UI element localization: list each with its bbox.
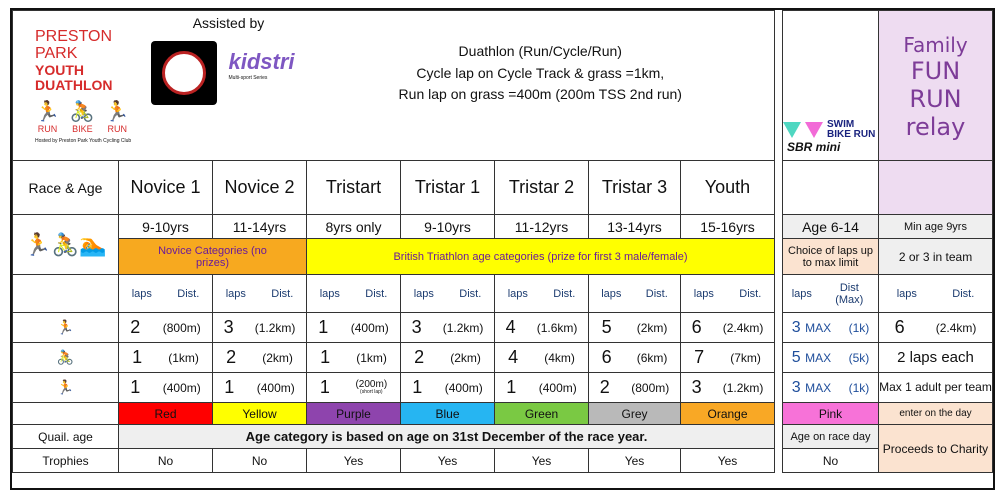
race-name: Tristar 2	[494, 160, 589, 215]
age-range: 13-14yrs	[588, 214, 681, 239]
color-grey: Grey	[588, 402, 681, 425]
family-team: 2 or 3 in team	[878, 238, 993, 275]
quail-label: Quail. age	[12, 424, 119, 449]
runner-icon: 🏃	[35, 101, 60, 124]
race-age-label: Race & Age	[12, 160, 119, 215]
color-red: Red	[118, 402, 213, 425]
preston-logo-cell: PRESTON PARK YOUTH DUATHLON 🏃 RUN 🚴 BIKE 🏃…	[12, 10, 307, 161]
run1-row: 🏃 2 (800m) 3 (1.2km) 1 (400m) 3 (1.2km) 4 (1.…	[12, 312, 993, 343]
brighton-logo	[150, 41, 217, 105]
novice-categories: Novice Categories (no prizes)	[118, 238, 307, 275]
race-name: Tristart	[306, 160, 401, 215]
age-range: 9-10yrs	[400, 214, 495, 239]
sbr-choice: Choice of laps up to max limit	[782, 238, 879, 275]
document-frame	[10, 8, 995, 490]
race-description: Duathlon (Run/Cycle/Run) Cycle lap on Cy…	[306, 10, 775, 161]
cycle-row: 🚴 1 (1km) 2 (2km) 1 (1km) 2 (2km) 4 (4km) 6 (6…	[12, 342, 993, 373]
sbr-mini-label: SBR mini	[787, 140, 841, 154]
sbr-age: Age 6-14	[782, 214, 879, 239]
color-green: Green	[494, 402, 589, 425]
race-name: Tristar 1	[400, 160, 495, 215]
age-range: 15-16yrs	[680, 214, 775, 239]
color-purple: Purple	[306, 402, 401, 425]
runner-icon: 🏃	[12, 372, 119, 403]
color-pink: Pink	[782, 402, 879, 425]
family-age: Min age 9yrs	[878, 214, 993, 239]
sport-icons: 🏃 RUN 🚴 BIKE 🏃 RUN	[35, 101, 130, 135]
race-name: Novice 1	[118, 160, 213, 215]
club-note: Hosted by Preston Park Youth Cycling Clu…	[35, 138, 132, 145]
runner-icon: 🏃	[12, 312, 119, 343]
age-range: 11-12yrs	[494, 214, 589, 239]
color-blue: Blue	[400, 402, 495, 425]
quail-text: Age category is based on age on 31st Dec…	[118, 424, 775, 449]
sbr-logo-cell: SWIM BIKE RUN SBR mini	[782, 10, 879, 161]
preston-title-1: PRESTON PARK	[35, 28, 113, 62]
age-range: 11-14yrs	[212, 214, 307, 239]
bike-icon: 🚴	[69, 101, 95, 124]
age-range: 9-10yrs	[118, 214, 213, 239]
british-categories: British Triathlon age categories (prize …	[306, 238, 775, 275]
color-yellow: Yellow	[212, 402, 307, 425]
trophies-label: Trophies	[12, 448, 119, 473]
kidstri-logo: kidstri Multi-sport Series	[228, 49, 295, 81]
family-charity: Proceeds to Charity	[878, 424, 993, 473]
preston-title-2: YOUTH DUATHLON	[35, 61, 113, 93]
event-table: PRESTON PARK YOUTH DUATHLON 🏃 RUN 🚴 BIKE 🏃…	[12, 10, 993, 473]
family-entry: enter on the day	[878, 402, 993, 425]
age-range: 8yrs only	[306, 214, 401, 239]
assisted-by: Assisted by	[192, 15, 265, 31]
cyclist-icon: 🚴	[12, 342, 119, 373]
race-name: Novice 2	[212, 160, 307, 215]
family-fun-run-title: Family FUN RUN relay	[878, 10, 993, 161]
race-name: Tristar 3	[588, 160, 681, 215]
color-orange: Orange	[680, 402, 775, 425]
run2-row: 🏃 1 (400m) 1 (400m) 1 (200m) (short lap) 1 (4…	[12, 372, 993, 403]
race-name: Youth	[680, 160, 775, 215]
athletes-graphic: 🏃🚴🏊	[12, 214, 119, 275]
runner-icon: 🏃	[104, 101, 130, 124]
sbr-quail: Age on race day	[782, 424, 879, 449]
